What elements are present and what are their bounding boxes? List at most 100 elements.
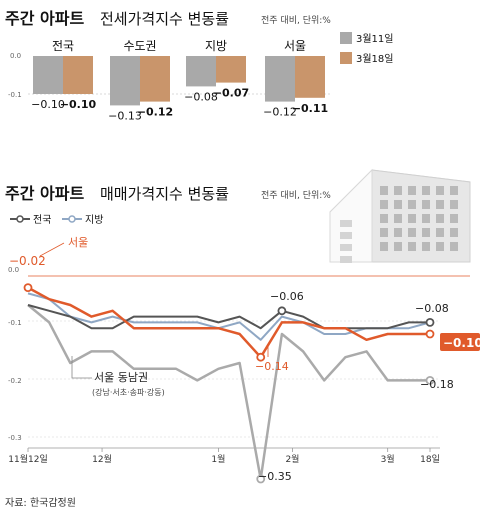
top-value-0-1: −0.10 [60, 98, 97, 111]
building-window [380, 228, 388, 237]
line-전국 [27, 304, 430, 330]
building-window [450, 242, 458, 251]
top-value-1-1: −0.12 [137, 106, 173, 119]
building-window [436, 242, 444, 251]
top-title-rest: 전세가격지수 변동률 [100, 10, 229, 28]
building-window [394, 200, 402, 209]
bottom-ytick-3: -0.3 [8, 434, 22, 442]
point-marker-1 [277, 306, 287, 316]
building-window [422, 186, 430, 195]
x-tick-label-5: 18일 [420, 454, 440, 465]
x-tick-label-1: 12월 [92, 453, 112, 465]
top-unit: 전주 대비, 단위:% [261, 15, 331, 26]
top-legend: 3월11일 3월18일 [340, 32, 394, 65]
building-window [340, 244, 352, 251]
point-marker-6 [425, 375, 435, 385]
building-window [380, 242, 388, 251]
top-axis: 0.0 -0.1 [8, 52, 330, 99]
seoul-end-badge [440, 333, 480, 351]
point-marker-3 [256, 474, 266, 484]
top-value-2-0: −0.08 [184, 90, 218, 103]
source-note: 자료: 한국감정원 [5, 497, 76, 509]
top-bars: 전국−0.10−0.10수도권−0.13−0.12지방−0.08−0.07서울−… [31, 39, 328, 122]
legend-prev-label: 3월11일 [356, 33, 394, 45]
nation-end-value: −0.08 [415, 302, 449, 315]
building-illustration [329, 168, 471, 263]
top-value-1-0: −0.13 [108, 109, 142, 122]
bottom-axis: 0.0 -0.1 -0.2 -0.3 [8, 266, 470, 449]
gangnam-label: 서울 동남권 [94, 371, 148, 384]
annotations: 서울 −0.02 −0.06 −0.14 서울 동남권 (강남·서초·송파·강동… [9, 236, 480, 483]
top-bar-2-1 [216, 56, 246, 83]
point-marker-2 [256, 352, 266, 362]
x-ticks: 11월12일 12월 1월 2월 3월 18일 [8, 448, 440, 465]
bottom-title-rest: 매매가격지수 변동률 [100, 185, 229, 203]
gangnam-sub: (강남·서초·송파·강동) [92, 387, 165, 397]
building-window [408, 200, 416, 209]
x-tick-label-4: 3월 [381, 453, 395, 465]
building-window [436, 200, 444, 209]
gangnam-end-value: −0.18 [420, 378, 454, 391]
top-bar-0-0 [33, 56, 63, 94]
building-window [340, 220, 352, 227]
nation-peak-value: −0.06 [270, 290, 304, 303]
top-value-0-0: −0.10 [31, 98, 65, 111]
seoul-label: 서울 [68, 236, 88, 249]
building-window [450, 200, 458, 209]
legend-region: 지방 [85, 214, 103, 226]
top-category-1: 수도권 [123, 39, 156, 53]
building-window [450, 214, 458, 223]
building-window [340, 232, 352, 239]
building-window [408, 186, 416, 195]
top-value-3-1: −0.11 [292, 102, 328, 115]
top-title-bold: 주간 아파트 [5, 9, 84, 28]
top-bar-1-1 [140, 56, 170, 102]
top-ytick-0: 0.0 [10, 52, 21, 60]
legend-prev-swatch [340, 32, 352, 44]
building-window [408, 214, 416, 223]
building-window [380, 186, 388, 195]
legend-curr-label: 3월18일 [356, 53, 394, 65]
building-window [340, 256, 352, 263]
top-category-3: 서울 [284, 39, 306, 53]
seoul-end-value: −0.10 [443, 336, 480, 350]
point-marker-0 [23, 283, 33, 293]
legend-nation: 전국 [33, 214, 51, 226]
building-window [394, 214, 402, 223]
building-window [436, 214, 444, 223]
bottom-unit: 전주 대비, 단위:% [261, 190, 331, 201]
start-seoul-value: −0.02 [9, 254, 46, 268]
building-window [436, 186, 444, 195]
gangnam-low-value: −0.35 [258, 470, 292, 483]
building-window [408, 228, 416, 237]
x-tick-label-0: 11월12일 [8, 453, 47, 465]
top-bar-0-1 [63, 56, 93, 94]
building-window [422, 228, 430, 237]
bottom-ytick-0: 0.0 [8, 266, 19, 274]
point-marker-5 [425, 329, 435, 339]
x-tick-label-2: 1월 [211, 453, 225, 465]
bottom-legend: 전국 지방 [10, 214, 103, 226]
top-category-0: 전국 [52, 39, 74, 53]
building-window [380, 200, 388, 209]
building-window [422, 200, 430, 209]
bottom-ytick-2: -0.2 [8, 377, 22, 385]
top-bar-3-1 [295, 56, 325, 98]
top-value-2-1: −0.07 [213, 87, 249, 100]
line-서울 동남권 [27, 304, 430, 481]
building-window [394, 242, 402, 251]
top-bar-1-0 [110, 56, 140, 106]
building-window [450, 228, 458, 237]
bottom-ytick-1: -0.1 [8, 319, 22, 327]
building-window [394, 186, 402, 195]
top-ytick-1: -0.1 [8, 91, 22, 99]
building-window [408, 242, 416, 251]
top-bar-2-0 [186, 56, 216, 87]
bottom-title-bold: 주간 아파트 [5, 184, 84, 203]
top-value-3-0: −0.12 [263, 106, 297, 119]
building-window [450, 186, 458, 195]
building-window [380, 214, 388, 223]
seoul-low-value: −0.14 [255, 360, 289, 373]
line-series [23, 283, 435, 484]
